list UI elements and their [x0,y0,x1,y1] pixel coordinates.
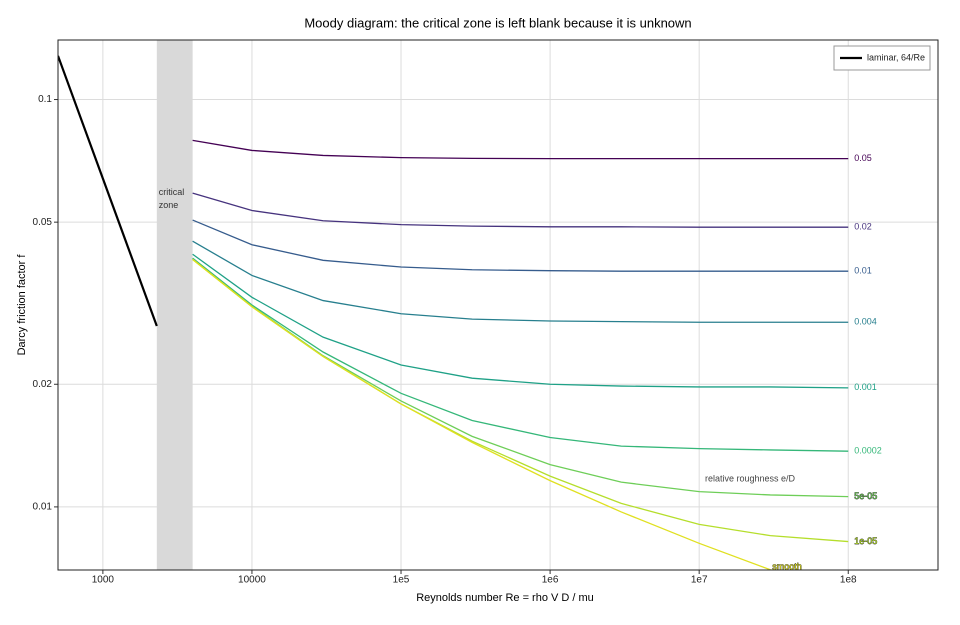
laminar-line [58,55,158,327]
roughness-curve [192,257,849,452]
series-label: 0.01 [854,266,872,276]
roughness-curve [192,192,849,228]
series-label: 5e-05 [854,491,877,501]
x-tick-label: 1e5 [393,575,410,586]
plot-lines [58,55,849,570]
series-label: 0.0002 [854,446,882,456]
roughness-curve [192,219,849,272]
roughness-curve [192,139,849,160]
roughness-curve [192,253,849,389]
y-axis-title: Darcy friction factor f [16,254,28,356]
series-label: 0.004 [854,317,877,327]
series-label: 1e-05 [854,536,877,546]
series-label: smooth [772,561,802,571]
chart-title: Moody diagram: the critical zone is left… [304,15,691,30]
critical-zone [156,40,193,570]
legend-label: laminar, 64/Re [867,52,925,62]
plot-frame [57,39,939,571]
x-tick-label: 1e6 [542,575,559,586]
x-tick-label: 1000 [92,575,115,586]
series-label: 0.02 [854,222,872,232]
x-tick-label: 10000 [238,575,266,586]
roughness-curve [192,258,774,570]
y-tick-label: 0.05 [33,217,53,228]
y-tick-label: 0.1 [38,94,52,105]
roughness-curve [192,240,849,323]
series-label: 0.001 [854,382,877,392]
y-tick-label: 0.02 [33,379,53,390]
critical-zone-label-box: critical zone [158,187,185,210]
roughness-curve [192,258,849,543]
critical-zone-label: critical zone [158,187,185,210]
series-label: 0.05 [854,153,872,163]
x-tick-label: 1e7 [691,575,708,586]
x-axis-title: Reynolds number Re = rho V D / mu [416,592,594,604]
x-tick-label: 1e8 [840,575,857,586]
annotation: relative roughness e/D [705,473,796,483]
roughness-curve [192,258,849,498]
y-tick-label: 0.01 [33,502,53,513]
